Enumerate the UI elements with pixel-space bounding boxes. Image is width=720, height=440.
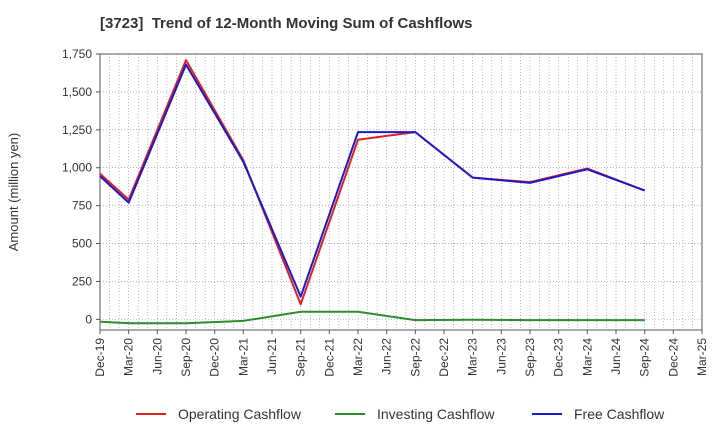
x-tick-label: Dec-21 bbox=[322, 338, 336, 377]
y-tick-label: 1,750 bbox=[62, 47, 92, 61]
x-tick-label: Mar-22 bbox=[351, 338, 365, 376]
plot-area bbox=[100, 54, 702, 330]
y-tick-label: 250 bbox=[72, 274, 92, 288]
x-tick-label: Jun-23 bbox=[494, 338, 508, 375]
legend-label-investing-cashflow: Investing Cashflow bbox=[377, 406, 495, 422]
y-tick-label: 1,500 bbox=[62, 85, 92, 99]
series-line-free-cashflow bbox=[99, 63, 646, 298]
y-tick-label: 0 bbox=[85, 312, 92, 326]
legend-label-free-cashflow: Free Cashflow bbox=[574, 406, 665, 422]
x-tick-label: Dec-23 bbox=[552, 338, 566, 377]
chart-title: [3723] Trend of 12-Month Moving Sum of C… bbox=[100, 15, 473, 32]
x-tick-label: Jun-21 bbox=[265, 338, 279, 375]
x-tick-label: Sep-22 bbox=[408, 338, 422, 377]
x-tick-label: Jun-24 bbox=[609, 338, 623, 375]
x-tick-label: Dec-24 bbox=[666, 338, 680, 377]
x-tick-label: Dec-22 bbox=[437, 338, 451, 377]
x-tick-label: Dec-20 bbox=[208, 338, 222, 377]
y-tick-label: 1,250 bbox=[62, 123, 92, 137]
y-tick-label: 500 bbox=[72, 237, 92, 251]
x-tick-label: Mar-20 bbox=[122, 338, 136, 376]
x-tick-label: Jun-22 bbox=[380, 338, 394, 375]
x-tick-label: Jun-20 bbox=[150, 338, 164, 375]
y-tick-label: 750 bbox=[72, 199, 92, 213]
x-tick-label: Mar-25 bbox=[695, 338, 709, 376]
x-tick-label: Dec-19 bbox=[93, 338, 107, 377]
x-tick-label: Sep-24 bbox=[638, 338, 652, 377]
series-line-investing-cashflow bbox=[99, 310, 645, 325]
y-axis-label: Amount (million yen) bbox=[6, 133, 21, 252]
x-tick-label: Mar-23 bbox=[466, 338, 480, 376]
x-tick-label: Mar-24 bbox=[580, 338, 594, 376]
x-tick-label: Sep-20 bbox=[179, 338, 193, 377]
y-tick-label: 1,000 bbox=[62, 161, 92, 175]
plot-frame bbox=[99, 53, 703, 331]
x-tick-label: Mar-21 bbox=[236, 338, 250, 376]
legend-label-operating-cashflow: Operating Cashflow bbox=[178, 406, 302, 422]
x-tick-label: Sep-21 bbox=[294, 338, 308, 377]
x-tick-label: Sep-23 bbox=[523, 338, 537, 377]
